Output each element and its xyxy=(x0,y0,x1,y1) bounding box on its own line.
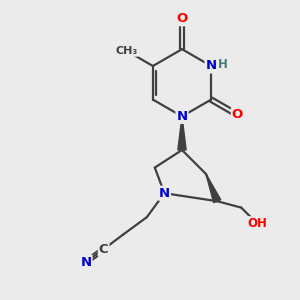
Text: O: O xyxy=(232,108,243,121)
Polygon shape xyxy=(206,174,221,203)
Text: CH₃: CH₃ xyxy=(116,46,138,56)
Text: N: N xyxy=(80,256,92,268)
Text: N: N xyxy=(159,187,170,200)
Text: N: N xyxy=(176,110,188,123)
Text: OH: OH xyxy=(247,217,267,230)
Text: O: O xyxy=(176,12,188,25)
Polygon shape xyxy=(178,116,186,150)
Text: N: N xyxy=(206,59,217,73)
Text: H: H xyxy=(218,58,228,71)
Text: C: C xyxy=(99,243,108,256)
